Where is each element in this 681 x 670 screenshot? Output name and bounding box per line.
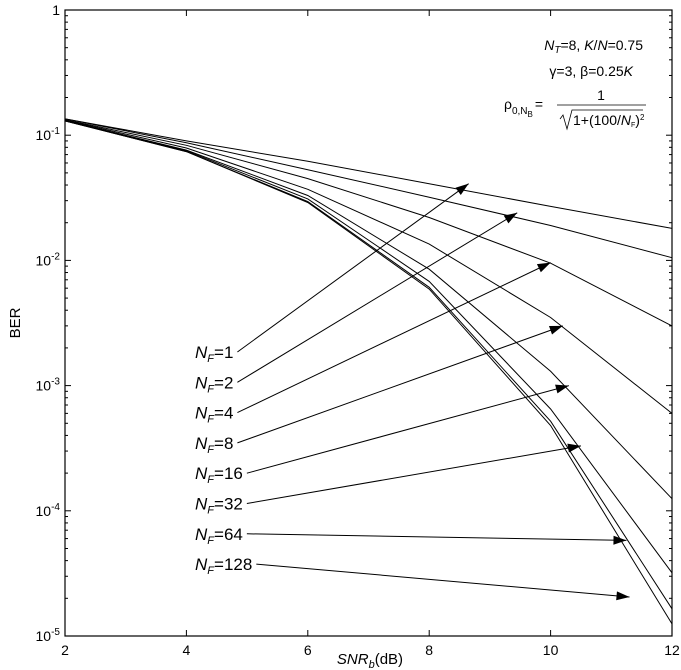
arrow-line — [246, 445, 582, 504]
x-tick-label: 8 — [425, 642, 433, 658]
x-tick-label: 4 — [183, 642, 191, 658]
nf-label: NF=2 — [195, 373, 233, 395]
nf-label: NF=64 — [195, 525, 243, 547]
arrow-head — [455, 183, 469, 195]
nf-label: NF=8 — [195, 434, 233, 456]
x-tick-label: 6 — [304, 642, 312, 658]
series-line-nf-1 — [64, 118, 673, 229]
nf-label: NF=4 — [195, 404, 233, 426]
arrow-line — [256, 563, 630, 598]
arrow-line — [237, 212, 518, 383]
nf-label: NF=16 — [195, 464, 243, 486]
nf-label: NF=1 — [195, 343, 233, 365]
y-tick-label: 10-5 — [36, 627, 61, 644]
nf-label-layer: NF=1 NF=2 NF=4 NF=8 NF=16 NF=32 NF=64 NF=128 — [195, 343, 252, 577]
series-line-nf-2 — [64, 118, 673, 259]
series-layer — [64, 118, 673, 625]
x-tick-label: 10 — [543, 642, 559, 658]
arrow-line — [237, 325, 563, 444]
arrow-head — [567, 443, 581, 453]
annotation-denominator: 1+(100/NF)2 — [573, 112, 645, 129]
nf-label: NF=32 — [195, 495, 243, 517]
annotation-numerator: 1 — [597, 87, 605, 103]
x-axis-title: SNRb(dB) — [337, 651, 403, 670]
annotation-line-2: γ=3, β=0.25K — [549, 63, 633, 79]
y-tick-label: 10-2 — [36, 251, 61, 268]
series-line-nf-16 — [64, 120, 673, 500]
arrow-head — [616, 591, 630, 601]
annotation-rho: ρ0,NB= — [504, 96, 543, 119]
arrow-line — [237, 262, 551, 414]
sqrt-sign — [559, 109, 643, 131]
series-line-nf-32 — [64, 120, 673, 574]
arrow-line — [246, 385, 569, 474]
series-line-nf-128 — [64, 120, 673, 625]
nf-label: NF=128 — [195, 555, 252, 577]
y-tick-layer: 1 10-1 10-2 10-3 10-4 10-5 — [36, 2, 672, 644]
annotation-line-1: NT=8, K/N=0.75 — [544, 37, 643, 56]
series-line-nf-4 — [64, 119, 673, 327]
series-line-nf-8 — [64, 119, 673, 414]
x-tick-label: 2 — [61, 642, 69, 658]
arrow-head — [536, 262, 551, 273]
arrow-layer — [237, 183, 630, 601]
x-tick-label: 12 — [664, 642, 680, 658]
y-tick-label: 1 — [52, 2, 60, 18]
y-tick-label: 10-4 — [36, 502, 61, 519]
y-tick-label: 10-3 — [36, 377, 61, 394]
y-axis-title: BER — [7, 307, 24, 338]
y-tick-label: 10-1 — [36, 126, 61, 143]
x-tick-layer: 2 4 6 8 10 12 — [61, 10, 680, 658]
plot-frame — [64, 9, 673, 637]
arrow-head — [503, 212, 518, 224]
arrow-line — [237, 183, 469, 353]
parameter-annotation: NT=8, K/N=0.75 γ=3, β=0.25K ρ0,NB= 1 1+(… — [504, 37, 646, 131]
arrow-head — [555, 384, 569, 394]
arrow-line — [246, 533, 627, 541]
arrow-head — [548, 325, 563, 335]
arrow-head — [613, 535, 627, 545]
